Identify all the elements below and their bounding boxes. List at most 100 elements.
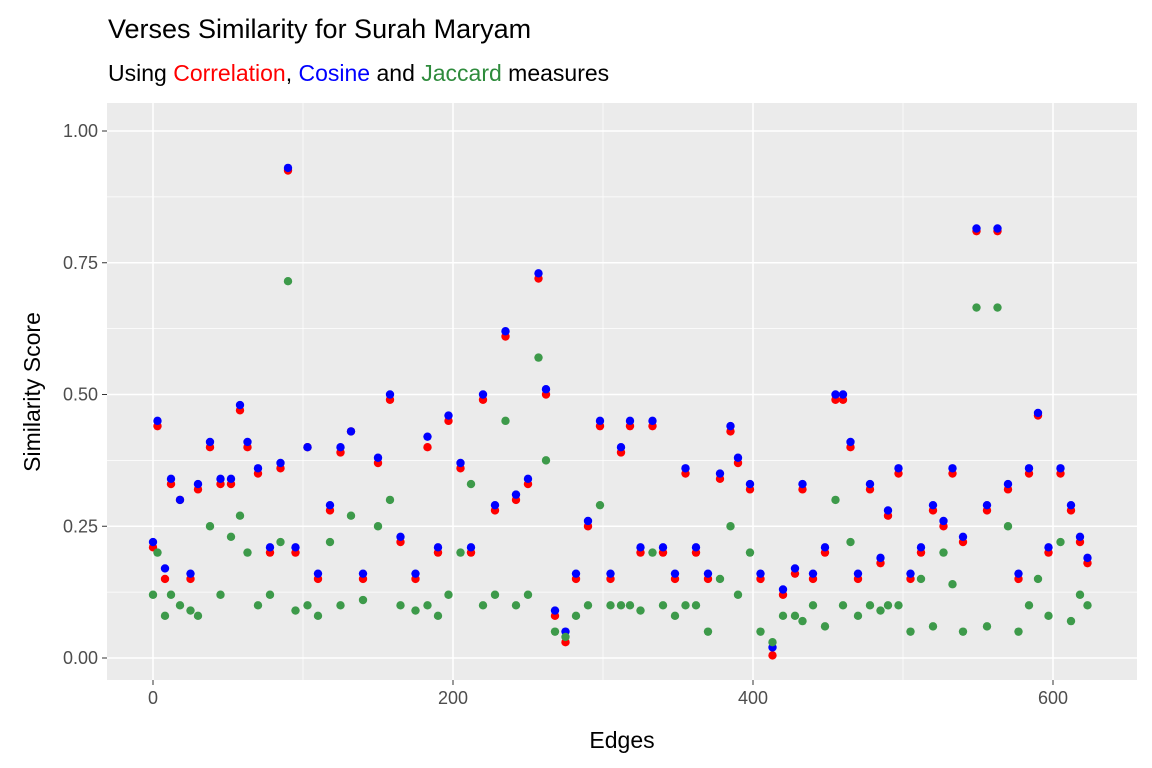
jaccard-point xyxy=(1056,537,1065,547)
cosine-point xyxy=(303,443,312,452)
jaccard-point xyxy=(358,595,368,605)
x-axis-label: Edges xyxy=(589,727,654,753)
cosine-point xyxy=(798,479,807,489)
y-tick-label: 1.00 xyxy=(63,121,98,141)
cosine-point xyxy=(606,569,615,578)
chart-subtitle: Using Correlation, Cosine and Jaccard me… xyxy=(108,60,609,87)
cosine-point xyxy=(243,437,252,447)
jaccard-point xyxy=(325,537,335,547)
x-tick-label: 0 xyxy=(148,688,158,708)
cosine-point xyxy=(726,421,735,431)
jaccard-point xyxy=(820,622,830,631)
jaccard-point xyxy=(798,616,807,626)
cosine-point xyxy=(291,543,300,552)
cosine-point xyxy=(253,464,263,473)
y-tick-label: 0.25 xyxy=(63,516,98,536)
cosine-point xyxy=(778,585,788,594)
cosine-point xyxy=(939,516,948,526)
cosine-point xyxy=(790,564,800,573)
cosine-point xyxy=(715,469,725,478)
cosine-point xyxy=(396,532,405,541)
cosine-point xyxy=(648,416,657,426)
jaccard-point xyxy=(883,601,893,610)
x-tick-label: 600 xyxy=(1038,688,1068,708)
jaccard-point xyxy=(153,548,162,557)
cosine-point xyxy=(865,479,875,489)
jaccard-point xyxy=(303,601,312,610)
y-tick-label: 0.75 xyxy=(63,253,98,273)
cosine-point xyxy=(226,474,236,484)
chart-title: Verses Similarity for Surah Maryam xyxy=(108,14,532,44)
x-tick-label: 400 xyxy=(738,688,768,708)
cosine-point xyxy=(846,437,855,447)
cosine-point xyxy=(1033,408,1043,418)
cosine-point xyxy=(1024,464,1034,473)
cosine-point xyxy=(982,500,992,510)
cosine-point xyxy=(373,453,383,462)
jaccard-point xyxy=(423,601,432,610)
jaccard-point xyxy=(216,590,225,599)
cosine-point xyxy=(313,569,323,578)
x-tick-label: 200 xyxy=(438,688,468,708)
cosine-point xyxy=(571,569,581,578)
cosine-point xyxy=(205,437,215,447)
jaccard-point xyxy=(583,601,593,610)
cosine-point xyxy=(193,479,203,489)
jaccard-point xyxy=(636,606,645,615)
jaccard-point xyxy=(265,590,275,599)
cosine-point xyxy=(523,474,533,484)
jaccard-point xyxy=(876,606,885,615)
jaccard-point xyxy=(186,606,195,615)
cosine-point xyxy=(1075,532,1085,541)
jaccard-point xyxy=(1075,590,1085,599)
cosine-point xyxy=(616,443,626,452)
jaccard-point xyxy=(658,601,668,610)
cosine-point xyxy=(358,569,368,578)
jaccard-point xyxy=(972,303,981,312)
cosine-point xyxy=(1044,543,1053,552)
subtitle-part: and xyxy=(370,60,422,86)
jaccard-point xyxy=(283,276,293,286)
jaccard-point xyxy=(865,601,875,610)
jaccard-point xyxy=(456,548,465,557)
jaccard-point xyxy=(1024,601,1034,610)
jaccard-point xyxy=(253,601,263,610)
jaccard-point xyxy=(396,601,405,610)
y-axis-label: Similarity Score xyxy=(19,312,45,472)
jaccard-point xyxy=(958,627,968,636)
cosine-point xyxy=(466,543,476,552)
jaccard-point xyxy=(411,606,420,615)
jaccard-point xyxy=(648,548,657,557)
correlation-point xyxy=(423,443,432,452)
cosine-point xyxy=(993,224,1002,233)
jaccard-point xyxy=(1033,574,1043,584)
jaccard-point xyxy=(534,353,543,362)
jaccard-point xyxy=(385,495,395,505)
cosine-point xyxy=(423,432,432,441)
jaccard-point xyxy=(778,611,788,621)
jaccard-point xyxy=(1044,611,1053,621)
subtitle-part: Jaccard xyxy=(421,60,502,86)
jaccard-point xyxy=(550,627,560,636)
cosine-point xyxy=(336,443,345,452)
jaccard-point xyxy=(894,601,903,610)
cosine-point xyxy=(1056,464,1065,473)
cosine-point xyxy=(906,569,915,578)
jaccard-point xyxy=(478,601,488,610)
jaccard-point xyxy=(595,500,605,510)
cosine-point xyxy=(325,500,335,510)
jaccard-point xyxy=(160,611,170,621)
cosine-point xyxy=(733,453,743,462)
jaccard-point xyxy=(148,590,158,599)
cosine-point xyxy=(894,464,903,473)
jaccard-point xyxy=(433,611,443,621)
jaccard-point xyxy=(916,574,926,584)
cosine-point xyxy=(583,516,593,526)
jaccard-point xyxy=(175,601,185,610)
cosine-point xyxy=(958,532,968,541)
cosine-point xyxy=(166,474,176,484)
jaccard-point xyxy=(928,622,938,631)
cosine-point xyxy=(853,569,863,578)
subtitle-part: Correlation xyxy=(173,60,286,86)
